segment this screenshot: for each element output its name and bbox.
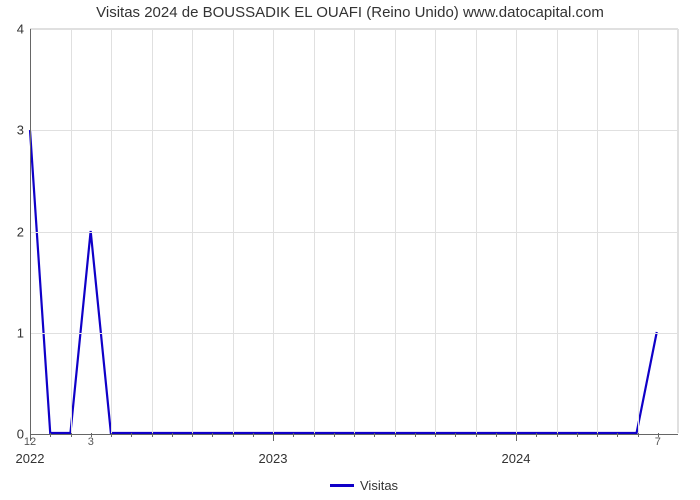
grid-line-v: [638, 29, 639, 433]
x-minor-tick: [638, 433, 639, 437]
grid-line-v: [233, 29, 234, 433]
x-minor-tick: [334, 433, 335, 437]
grid-line-v: [678, 29, 679, 433]
x-minor-label: 3: [88, 436, 94, 448]
x-minor-tick: [152, 433, 153, 437]
x-minor-tick: [354, 433, 355, 437]
x-minor-tick: [253, 433, 254, 437]
x-minor-tick: [476, 433, 477, 437]
grid-line-v: [516, 29, 517, 433]
y-tick-label: 3: [17, 123, 24, 138]
legend-swatch: [330, 484, 354, 487]
x-minor-tick: [50, 433, 51, 437]
x-major-label: 2024: [502, 451, 531, 466]
x-minor-tick: [212, 433, 213, 437]
x-minor-label: 7: [655, 436, 661, 448]
grid-line-v: [273, 29, 274, 433]
x-minor-tick: [455, 433, 456, 437]
x-minor-tick: [597, 433, 598, 437]
x-minor-tick: [577, 433, 578, 437]
x-minor-tick: [192, 433, 193, 437]
grid-line-v: [354, 29, 355, 433]
grid-line-v: [152, 29, 153, 433]
plot-area: 012342022202320241237: [30, 28, 678, 433]
x-minor-tick: [314, 433, 315, 437]
x-major-label: 2023: [259, 451, 288, 466]
grid-line-v: [192, 29, 193, 433]
grid-line-v: [557, 29, 558, 433]
series-line: [30, 130, 657, 433]
x-minor-tick: [536, 433, 537, 437]
x-minor-tick: [617, 433, 618, 437]
x-minor-tick: [395, 433, 396, 437]
x-minor-tick: [172, 433, 173, 437]
grid-line-v: [314, 29, 315, 433]
y-tick-label: 1: [17, 325, 24, 340]
x-minor-tick: [415, 433, 416, 437]
x-minor-label: 12: [24, 436, 36, 448]
y-tick-label: 2: [17, 224, 24, 239]
grid-line-v: [395, 29, 396, 433]
y-axis-line: [30, 29, 31, 434]
grid-line-v: [476, 29, 477, 433]
chart-container: Visitas 2024 de BOUSSADIK EL OUAFI (Rein…: [0, 0, 700, 500]
grid-line-v: [597, 29, 598, 433]
x-minor-tick: [71, 433, 72, 437]
x-minor-tick: [233, 433, 234, 437]
x-minor-tick: [496, 433, 497, 437]
y-tick-label: 4: [17, 22, 24, 37]
x-minor-tick: [111, 433, 112, 437]
x-minor-tick: [293, 433, 294, 437]
x-minor-tick: [435, 433, 436, 437]
legend-label: Visitas: [360, 478, 398, 493]
x-minor-tick: [557, 433, 558, 437]
x-major-tick: [273, 433, 274, 441]
legend: Visitas: [330, 478, 398, 493]
x-minor-tick: [374, 433, 375, 437]
grid-line-v: [111, 29, 112, 433]
chart-title: Visitas 2024 de BOUSSADIK EL OUAFI (Rein…: [0, 4, 700, 21]
grid-line-v: [71, 29, 72, 433]
x-major-tick: [516, 433, 517, 441]
x-major-label: 2022: [16, 451, 45, 466]
grid-line-v: [435, 29, 436, 433]
x-minor-tick: [131, 433, 132, 437]
